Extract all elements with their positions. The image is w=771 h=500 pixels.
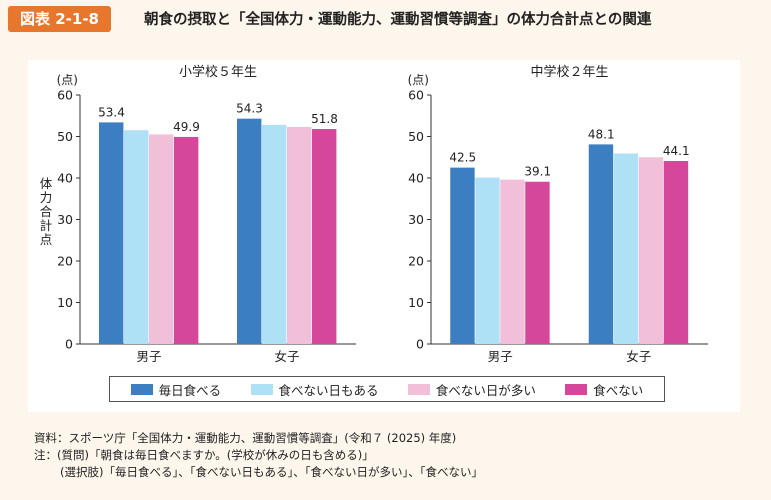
junior-high-data-label-boys-never: 39.1 [524, 165, 551, 179]
elementary-bar-girls-often-skip [287, 126, 312, 344]
elementary-bar-boys-never [174, 136, 199, 344]
junior-high-y-tick-label: 20 [408, 254, 424, 269]
elementary-y-tick-label: 60 [57, 88, 73, 103]
figure-title: 朝食の摂取と「全国体力・運動能力、運動習慣等調査」の体力合計点との関連 [144, 12, 652, 28]
elementary-y-axis-label-char: 力 [40, 190, 53, 205]
legend-label-sometimes-skip: 食べない日もある [278, 382, 379, 398]
legend-item-often-skip: 食べない日が多い [407, 380, 536, 399]
elementary-chart-title: 小学校５年生 [179, 64, 257, 80]
junior-high-bar-girls-sometimes-skip [613, 153, 639, 344]
question-note: 注：(質問)「朝食は毎日食べますか。(学校が休みの日も含める)」 [34, 448, 374, 462]
elementary-y-axis-label-char: 計 [40, 218, 53, 233]
elementary-bar-boys-everyday [99, 122, 124, 344]
junior-high-category-label-boys: 男子 [488, 349, 513, 364]
legend-item-everyday: 毎日食べる [130, 380, 222, 399]
legend-swatch-everyday [130, 383, 153, 395]
elementary-y-unit: (点) [57, 73, 78, 87]
junior-high-y-tick-label: 10 [408, 295, 424, 310]
elementary-y-axis-label-char: 点 [40, 232, 53, 247]
legend-label-everyday: 毎日食べる [158, 382, 222, 398]
junior-high-y-unit: (点) [408, 73, 429, 87]
legend-swatch-never [565, 383, 588, 395]
junior-high-chart-title: 中学校２年生 [530, 64, 608, 80]
figure-number-badge: 図表 2-1-8 [8, 6, 111, 32]
junior-high-data-label-boys-everyday: 42.5 [449, 151, 476, 165]
legend-label-often-skip: 食べない日が多い [435, 382, 536, 398]
legend-swatch-often-skip [407, 383, 430, 395]
legend-label-never: 食べない [593, 382, 644, 398]
junior-high-bar-boys-everyday [450, 167, 475, 344]
elementary-y-tick-label: 50 [57, 129, 73, 144]
source-note: 資料：スポーツ庁「全国体力・運動能力、運動習慣等調査」(令和７ (2025) 年… [34, 431, 457, 445]
junior-high-bar-girls-often-skip [638, 157, 664, 344]
elementary-data-label-girls-never: 51.8 [311, 112, 338, 126]
junior-high-y-tick-label: 30 [408, 212, 424, 227]
legend-item-never: 食べない [565, 380, 643, 399]
legend-swatch-sometimes-skip [250, 383, 273, 395]
figure-header: 図表 2-1-8 朝食の摂取と「全国体力・運動能力、運動習慣等調査」の体力合計点… [0, 0, 771, 36]
junior-high-bar-boys-sometimes-skip [475, 177, 500, 344]
junior-high-y-tick-label: 40 [408, 171, 424, 186]
junior-high-bar-boys-often-skip [500, 179, 525, 344]
elementary-y-tick-label: 40 [57, 171, 73, 186]
junior-high-data-label-girls-never: 44.1 [663, 144, 690, 158]
junior-high-bar-boys-never [525, 181, 550, 344]
junior-high-data-label-girls-everyday: 48.1 [588, 127, 615, 141]
elementary-y-tick-label: 0 [65, 337, 73, 352]
elementary-y-tick-label: 30 [57, 212, 73, 227]
junior-high-y-tick-label: 60 [408, 88, 424, 103]
elementary-bar-girls-never [312, 129, 337, 344]
chart-panel: 小学校５年生 (点) 0 10 20 30 40 50 60 体力合計点 53.4 49.9 男子 54.… [28, 60, 740, 412]
junior-high-category-label-girls: 女子 [626, 349, 651, 364]
bar-charts: 小学校５年生 (点) 0 10 20 30 40 50 60 体力合計点 53.4 49.9 男子 54.… [40, 64, 708, 364]
junior-high-y-tick-label: 0 [416, 337, 424, 352]
legend-item-sometimes-skip: 食べない日もある [250, 380, 379, 399]
elementary-bar-girls-sometimes-skip [262, 124, 287, 344]
elementary-category-label-boys: 男子 [136, 349, 161, 364]
junior-high-y-tick-label: 50 [408, 129, 424, 144]
elementary-bar-boys-often-skip [149, 134, 174, 344]
elementary-y-axis-label-char: 合 [40, 204, 53, 219]
elementary-data-label-girls-everyday: 54.3 [236, 102, 263, 116]
elementary-data-label-boys-never: 49.9 [173, 120, 200, 134]
figure-notes: 資料：スポーツ庁「全国体力・運動能力、運動習慣等調査」(令和７ (2025) 年… [34, 430, 754, 481]
elementary-y-axis-label-char: 体 [40, 176, 53, 191]
elementary-y-tick-label: 10 [57, 295, 73, 310]
elementary-data-label-boys-everyday: 53.4 [98, 105, 125, 119]
elementary-y-tick-label: 20 [57, 254, 73, 269]
elementary-category-label-girls: 女子 [274, 349, 299, 364]
legend: 毎日食べる 食べない日もある 食べない日が多い 食べない [109, 376, 665, 402]
options-note: (選択肢)「毎日食べる」、「食べない日もある」、「食べない日が多い」、「食べない… [60, 465, 483, 479]
elementary-bar-boys-sometimes-skip [124, 130, 149, 344]
junior-high-bar-girls-everyday [588, 144, 614, 344]
elementary-bar-girls-everyday [237, 118, 262, 344]
junior-high-bar-girls-never [663, 160, 689, 344]
